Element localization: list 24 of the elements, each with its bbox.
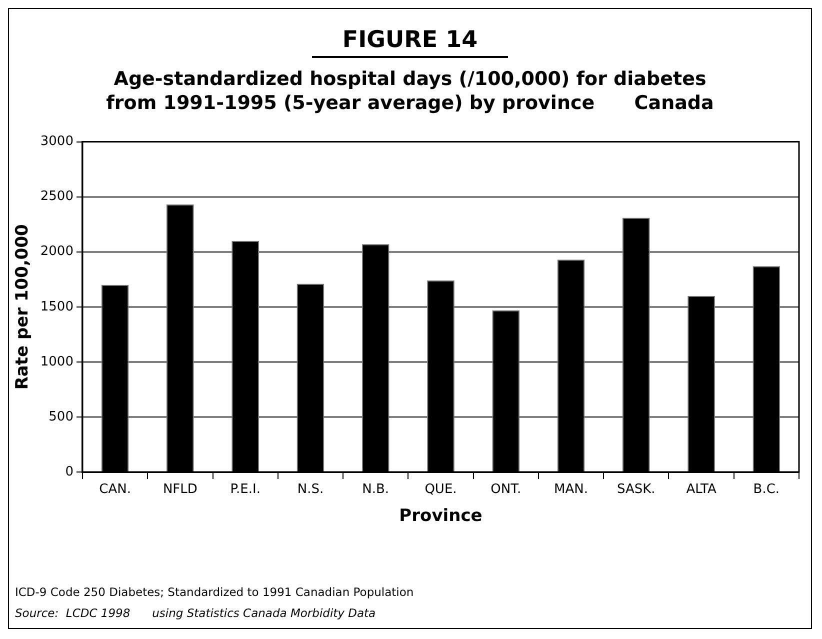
y-tick-label: 1000 (40, 354, 74, 370)
y-tick-label: 0 (65, 464, 74, 480)
y-tick-label: 2000 (40, 244, 74, 260)
x-tick-label: N.S. (297, 482, 324, 498)
x-tick-label: N.B. (362, 482, 390, 498)
x-tick-label: QUE. (424, 482, 457, 498)
y-tick-label: 500 (48, 409, 74, 424)
x-tick-label: ONT. (490, 482, 522, 498)
x-tick-label: CAN. (99, 482, 131, 498)
x-tick-label: B.C. (753, 482, 780, 498)
source-note: Source: LCDC 1998 using Statistics Canada Morbidity Data (15, 605, 377, 622)
y-tick-label: 3000 (40, 134, 74, 150)
y-tick-label: 1500 (40, 299, 74, 314)
x-axis-title: Province (399, 506, 482, 526)
x-tick-label: ALTA (686, 482, 716, 498)
chart-title: FIGURE 14 (312, 27, 508, 58)
y-tick-label: 2500 (40, 189, 74, 204)
x-tick-label: NFLD (162, 482, 198, 498)
x-tick-label: SASK. (617, 482, 656, 498)
x-tick-label: MAN. (554, 482, 588, 498)
text: ICD-9 Code 250 Diabetes; Standardized to 1991 Canadian Population (15, 584, 414, 601)
chart-subtitle: Age-standardized hospital days (/100,000) for diabetes from 1991-1995 (5-year average) by province Canada (105, 67, 715, 115)
x-tick-label: P.E.I. (230, 482, 260, 498)
y-axis-title: Rate per 100,000 (12, 224, 33, 390)
